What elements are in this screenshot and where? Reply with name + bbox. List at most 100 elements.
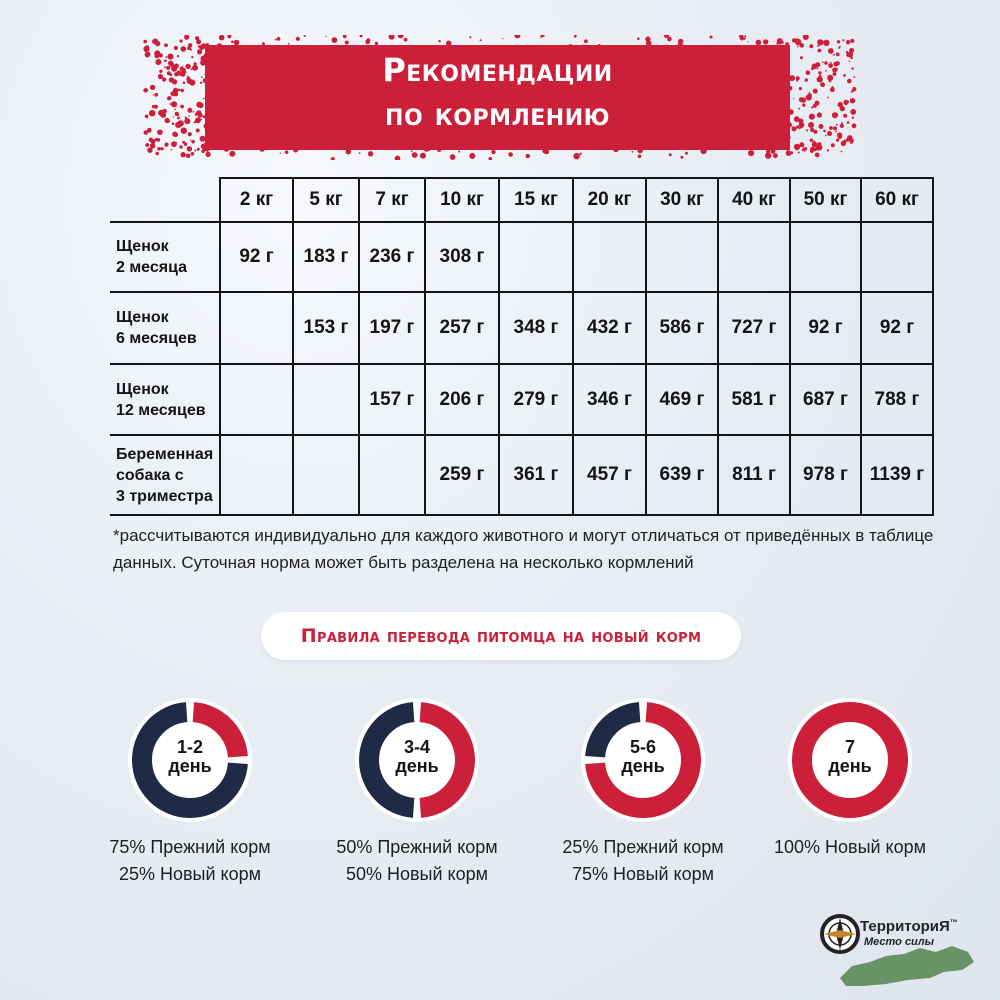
splatter-dot [279, 152, 281, 154]
brand-logo [820, 914, 974, 986]
splatter-dot [817, 142, 822, 147]
splatter-dot [184, 118, 191, 125]
column-header: 50 кг [789, 177, 862, 223]
splatter-dot [199, 81, 203, 84]
splatter-dot [197, 112, 203, 118]
column-header: 2 кг [219, 177, 294, 223]
splatter-dot [798, 107, 800, 110]
new-food-text: 50% Новый корм [345, 864, 489, 884]
splatter-dot [836, 40, 841, 44]
splatter-dot [789, 75, 795, 82]
splatter-dot [449, 154, 456, 160]
progress-ring [128, 698, 252, 822]
step-caption: 25% Прежний корм 75% Новый корм [523, 834, 763, 888]
column-header: 20 кг [572, 177, 647, 223]
splatter-dot [853, 76, 856, 78]
splatter-dot [839, 45, 841, 48]
row-label: Щенок 2 месяца [110, 221, 221, 293]
day-unit: день [395, 756, 439, 776]
splatter-dot [167, 53, 174, 60]
splatter-dot [810, 67, 814, 71]
splatter-dot [829, 87, 835, 93]
splatter-dot [743, 37, 746, 40]
column-header: 7 кг [358, 177, 426, 223]
row-label-line: Беременная [116, 445, 214, 463]
splatter-dot [187, 107, 193, 113]
splatter-dot [811, 141, 818, 148]
splatter-dot [155, 59, 162, 65]
splatter-dot [171, 68, 174, 71]
column-header: 30 кг [645, 177, 719, 223]
splatter-dot [143, 130, 149, 135]
splatter-dot [514, 35, 521, 39]
old-food-text: 25% Прежний корм [562, 837, 724, 857]
splatter-dot [193, 120, 197, 124]
splatter-dot [284, 150, 289, 154]
row-label-line: Щенок [116, 309, 169, 326]
column-header: 40 кг [717, 177, 791, 223]
row-label-line: 6 месяцев [116, 330, 197, 347]
day-range: 5-6 [629, 737, 656, 757]
trademark-sign: ™ [949, 918, 958, 927]
table-cell [219, 363, 294, 436]
table-cell: 92 г [860, 291, 934, 365]
splatter-dot [678, 38, 684, 45]
splatter-dot [815, 62, 821, 68]
splatter-dot [201, 76, 203, 78]
splatter-dot [194, 149, 197, 152]
splatter-dot [145, 143, 150, 147]
feeding-table: 2 кг 5 кг 7 кг 10 кг 15 кг 20 кг 30 кг 4… [110, 177, 934, 516]
splatter-dot [851, 116, 855, 119]
step-caption: 50% Прежний корм 50% Новый корм [297, 834, 537, 888]
splatter-dot [164, 142, 169, 147]
splatter-dot [188, 43, 193, 48]
splatter-dot [814, 152, 820, 158]
splatter-dot [325, 35, 327, 37]
splatter-dot [196, 147, 200, 151]
splatter-dot [157, 129, 163, 135]
splatter-dot [793, 116, 800, 122]
splatter-dot [645, 36, 651, 42]
splatter-dot [173, 45, 178, 51]
splatter-dot [798, 97, 804, 103]
splatter-dot [420, 152, 426, 159]
splatter-dot [394, 155, 401, 160]
splatter-dot [169, 73, 173, 76]
splatter-dot [851, 123, 857, 129]
splatter-dot [218, 35, 225, 41]
day-unit: день [828, 756, 872, 776]
splatter-dot [795, 76, 800, 81]
splatter-dot [823, 39, 830, 46]
splatter-dot [816, 67, 819, 70]
splatter-dot [849, 140, 853, 144]
splatter-dot [188, 115, 190, 117]
splatter-dot [191, 139, 195, 144]
splatter-dot [147, 147, 153, 153]
splatter-dot [182, 140, 186, 144]
new-food-text: 75% Новый корм [571, 864, 715, 884]
splatter-dot [190, 152, 195, 156]
splatter-dot [164, 59, 167, 62]
splatter-dot [799, 56, 803, 60]
splatter-dot [411, 152, 418, 158]
splatter-dot [397, 35, 404, 39]
splatter-dot [832, 53, 835, 56]
splatter-dot [822, 61, 824, 63]
ring-label: 7 день [786, 738, 914, 776]
splatter-dot [835, 123, 838, 126]
table-cell: 1139 г [860, 434, 934, 516]
splatter-dot [776, 38, 783, 44]
splatter-dot [410, 150, 413, 152]
table-cell: 361 г [498, 434, 574, 516]
table-cell: 432 г [572, 291, 647, 365]
table-cell [789, 221, 862, 293]
table-cell: 279 г [498, 363, 574, 436]
page-title-line2: по кормлению [385, 95, 610, 133]
splatter-dot [187, 46, 191, 51]
day-range: 1-2 [176, 737, 203, 757]
splatter-dot [744, 35, 747, 38]
splatter-dot [835, 61, 840, 66]
splatter-dot [833, 112, 839, 118]
splatter-dot [190, 68, 193, 71]
splatter-dot [818, 124, 824, 129]
